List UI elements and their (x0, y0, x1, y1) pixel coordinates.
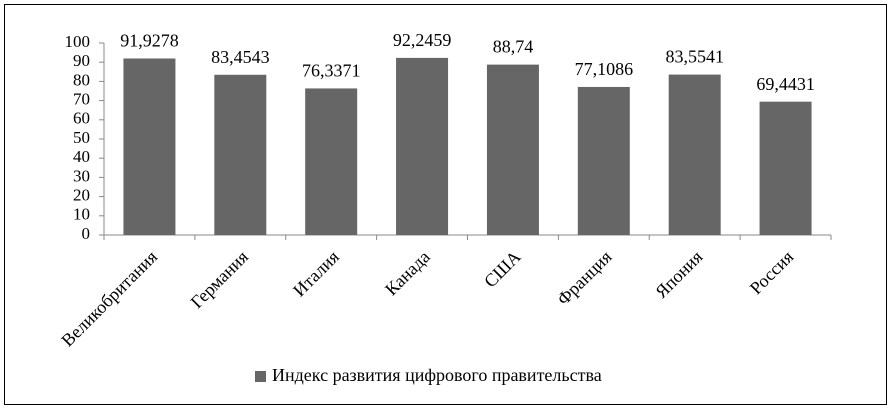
y-tick-label: 0 (82, 224, 91, 243)
data-label: 76,3371 (302, 61, 361, 81)
y-tick-label: 10 (73, 205, 90, 224)
y-tick-label: 30 (73, 166, 90, 185)
x-tick-label: Япония (651, 247, 706, 302)
bar (486, 64, 539, 235)
x-tick-label: Италия (289, 247, 343, 301)
bar (123, 58, 176, 235)
bar (305, 88, 358, 235)
y-tick-label: 40 (73, 147, 90, 166)
data-label: 83,4543 (211, 47, 270, 67)
y-tick-label: 80 (73, 70, 90, 89)
y-tick-label: 100 (65, 32, 91, 51)
x-tick-label: Франция (553, 247, 616, 310)
x-tick-label: Великобритания (57, 247, 161, 351)
data-label: 88,74 (493, 37, 534, 57)
data-label: 77,1086 (575, 59, 634, 79)
chart-frame (4, 4, 887, 405)
data-label: 91,9278 (120, 31, 179, 51)
legend-label: Индекс развития цифрового правительства (272, 365, 602, 385)
bar (214, 74, 267, 235)
y-tick-label: 70 (73, 90, 90, 109)
x-tick-label: Канада (381, 247, 434, 300)
bar (759, 101, 812, 235)
data-label: 69,4431 (756, 74, 815, 94)
x-tick-label: Германия (187, 247, 252, 312)
y-tick-label: 90 (73, 51, 90, 70)
bar (396, 57, 449, 235)
bar (668, 74, 721, 235)
x-tick-label: Россия (746, 247, 798, 299)
x-tick-label: США (480, 247, 525, 292)
y-tick-label: 60 (73, 109, 90, 128)
data-label: 92,2459 (393, 30, 452, 50)
y-tick-label: 50 (73, 128, 90, 147)
y-tick-label: 20 (73, 186, 90, 205)
bar (577, 86, 630, 236)
legend-swatch (255, 371, 266, 382)
data-label: 83,5541 (665, 47, 724, 67)
